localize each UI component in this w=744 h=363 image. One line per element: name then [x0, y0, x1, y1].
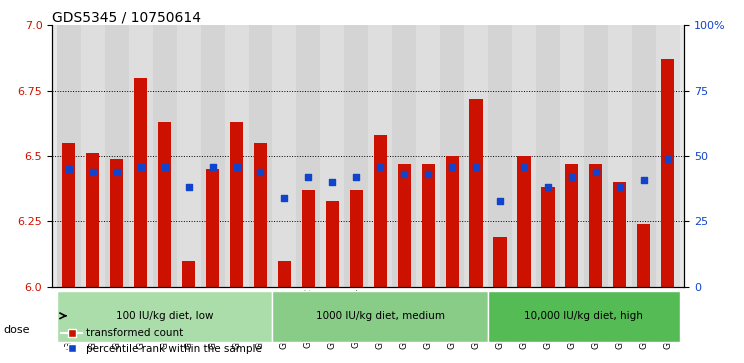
Bar — [565, 164, 579, 287]
Bar — [81, 25, 105, 287]
Bar — [182, 261, 195, 287]
Bar — [350, 190, 363, 287]
Bar — [512, 25, 536, 287]
Point — [470, 164, 482, 170]
Bar — [153, 25, 176, 287]
Bar — [57, 291, 272, 342]
Point — [350, 174, 362, 180]
Bar — [416, 25, 440, 287]
Point — [590, 169, 602, 175]
Bar — [230, 122, 243, 287]
Point — [518, 164, 530, 170]
Bar — [86, 154, 100, 287]
Bar — [62, 143, 75, 287]
Point — [494, 197, 506, 203]
Bar — [560, 25, 584, 287]
Bar — [464, 25, 488, 287]
Point — [614, 184, 626, 190]
Bar — [589, 164, 603, 287]
Point — [135, 164, 147, 170]
Bar — [613, 182, 626, 287]
Bar — [321, 25, 344, 287]
Bar — [206, 169, 219, 287]
Text: 100 IU/kg diet, low: 100 IU/kg diet, low — [116, 311, 214, 321]
Bar — [248, 25, 272, 287]
Point — [542, 184, 554, 190]
Bar — [201, 25, 225, 287]
Bar — [278, 261, 291, 287]
Bar — [272, 25, 296, 287]
Bar — [517, 156, 530, 287]
Point — [422, 171, 434, 177]
Point — [254, 169, 266, 175]
Bar — [373, 135, 387, 287]
Text: 10,000 IU/kg diet, high: 10,000 IU/kg diet, high — [525, 311, 644, 321]
Bar — [302, 190, 315, 287]
Bar — [440, 25, 464, 287]
Point — [207, 164, 219, 170]
Point — [303, 174, 315, 180]
Bar — [542, 187, 554, 287]
Bar — [176, 25, 201, 287]
Bar — [446, 156, 459, 287]
Bar — [632, 25, 655, 287]
Bar — [608, 25, 632, 287]
Text: dose: dose — [4, 325, 31, 335]
Bar — [655, 25, 680, 287]
Bar — [344, 25, 368, 287]
Point — [446, 164, 458, 170]
Bar — [397, 164, 411, 287]
Bar — [158, 122, 171, 287]
Bar — [110, 159, 124, 287]
Point — [661, 156, 673, 162]
Point — [278, 195, 290, 201]
Bar — [584, 25, 608, 287]
Bar — [57, 25, 81, 287]
Point — [566, 174, 578, 180]
Bar — [272, 291, 488, 342]
Point — [638, 177, 650, 183]
Point — [327, 179, 339, 185]
Point — [183, 184, 195, 190]
Bar — [129, 25, 153, 287]
Bar — [296, 25, 321, 287]
Bar — [661, 60, 674, 287]
Point — [231, 164, 243, 170]
Point — [87, 169, 99, 175]
Bar — [326, 200, 339, 287]
Bar — [637, 224, 650, 287]
Bar — [368, 25, 392, 287]
Bar — [493, 237, 507, 287]
Point — [63, 166, 75, 172]
Point — [398, 171, 410, 177]
Bar — [469, 99, 483, 287]
Text: 1000 IU/kg diet, medium: 1000 IU/kg diet, medium — [315, 311, 445, 321]
Point — [374, 164, 386, 170]
Point — [111, 169, 123, 175]
Bar — [134, 78, 147, 287]
Bar — [422, 164, 434, 287]
Bar — [536, 25, 560, 287]
Legend: transformed count, percentile rank within the sample: transformed count, percentile rank withi… — [57, 324, 266, 358]
Bar — [392, 25, 416, 287]
Bar — [488, 291, 680, 342]
Bar — [254, 143, 267, 287]
Bar — [225, 25, 248, 287]
Bar — [105, 25, 129, 287]
Bar — [488, 25, 512, 287]
Text: GDS5345 / 10750614: GDS5345 / 10750614 — [52, 11, 201, 25]
Point — [158, 164, 170, 170]
